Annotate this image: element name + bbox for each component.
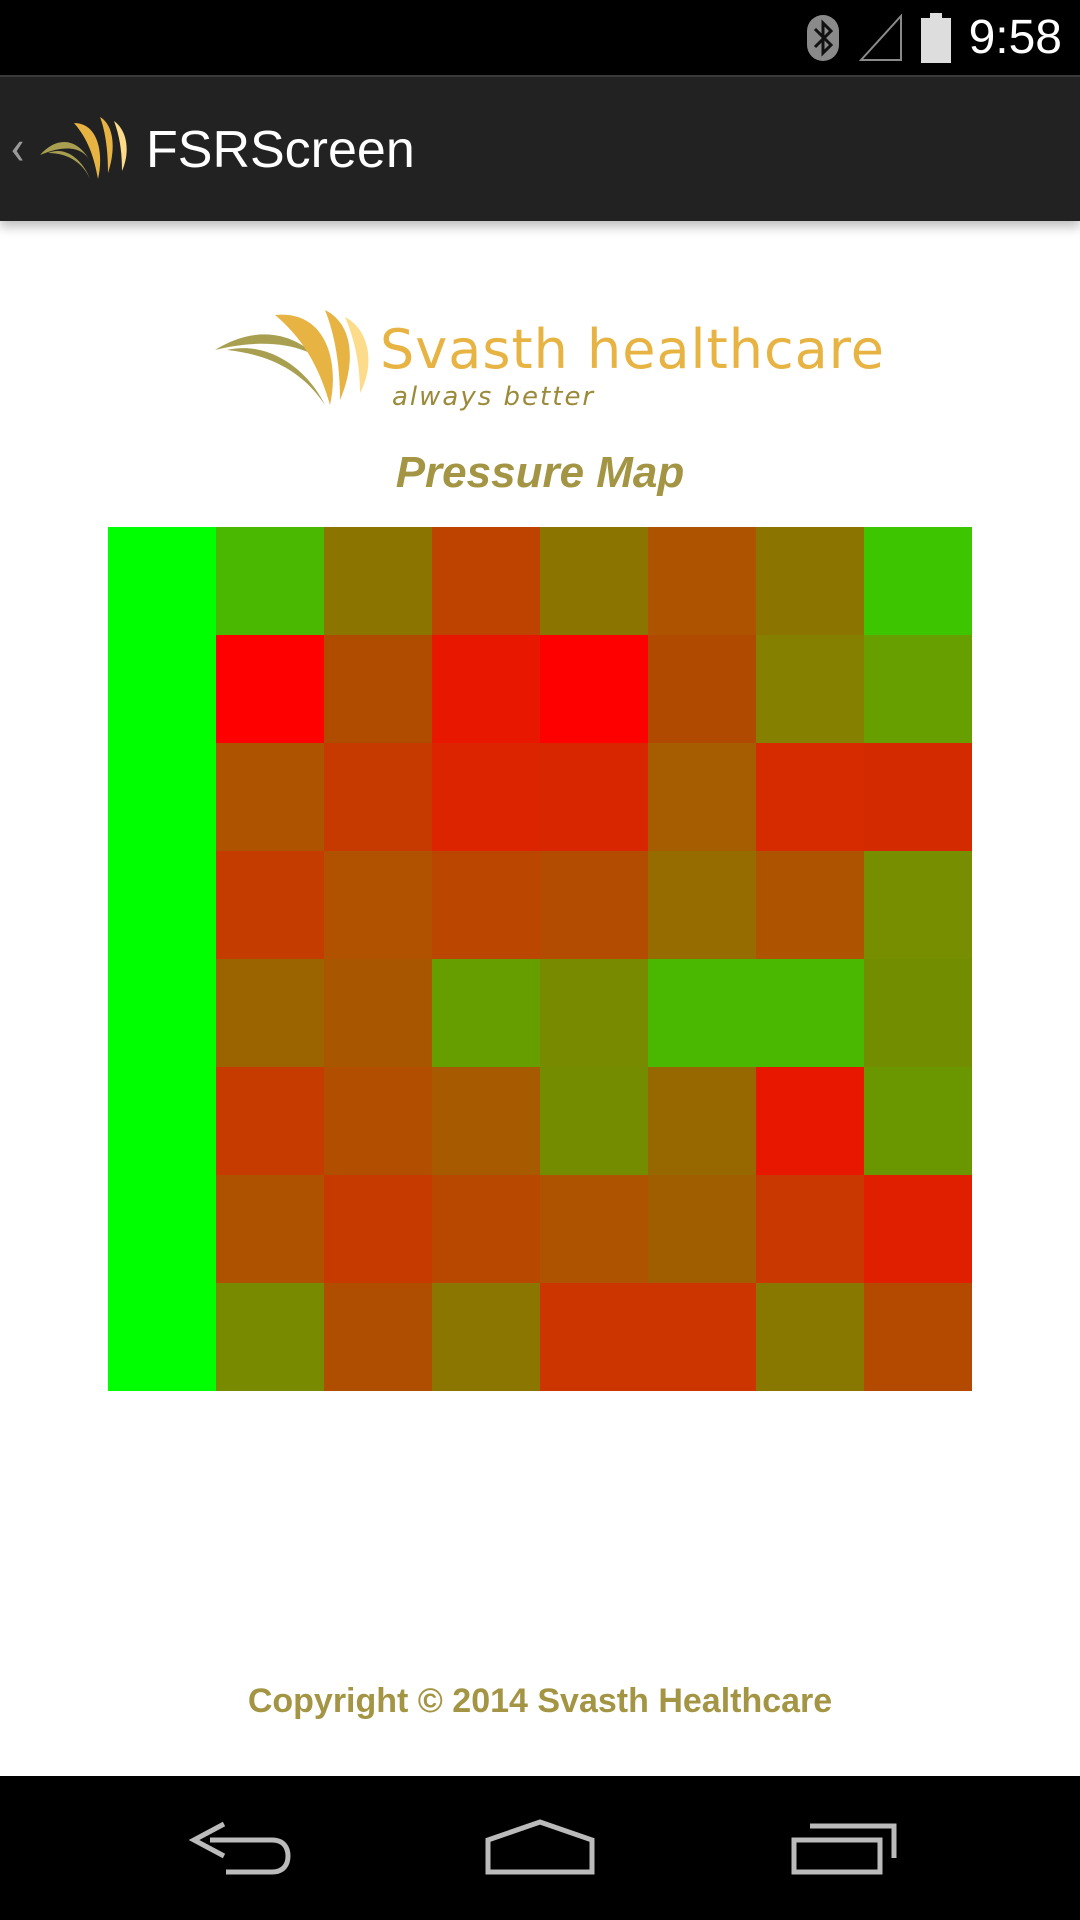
pressure-cell [756, 635, 864, 743]
pressure-cell [108, 851, 216, 959]
pressure-cell [324, 527, 432, 635]
pressure-cell [216, 851, 324, 959]
recent-apps-icon[interactable] [786, 1812, 906, 1884]
pressure-cell [324, 1175, 432, 1283]
pressure-cell [540, 1175, 648, 1283]
pressure-cell [324, 743, 432, 851]
brand-tagline: always better [392, 382, 596, 412]
pressure-cell [756, 1283, 864, 1391]
pressure-cell [756, 851, 864, 959]
pressure-cell [540, 743, 648, 851]
pressure-cell [756, 1175, 864, 1283]
status-bar: 9:58 [0, 0, 1080, 75]
copyright-text: Copyright © 2014 Svasth Healthcare [247, 1682, 833, 1720]
pressure-cell [864, 1175, 972, 1283]
pressure-cell [864, 1067, 972, 1175]
pressure-cell [432, 1067, 540, 1175]
pressure-cell [540, 959, 648, 1067]
pressure-cell [540, 527, 648, 635]
brand-name: Svasth healthcare [380, 318, 885, 381]
pressure-cell [216, 1175, 324, 1283]
bluetooth-icon [806, 14, 839, 61]
pressure-cell [648, 743, 756, 851]
pressure-cell [648, 1175, 756, 1283]
pressure-cell [108, 527, 216, 635]
pressure-cell [432, 959, 540, 1067]
action-bar: ‹ FSRScreen [0, 75, 1080, 221]
pressure-cell [108, 959, 216, 1067]
pressure-cell [432, 1175, 540, 1283]
pressure-cell [216, 635, 324, 743]
pressure-map-grid [108, 527, 972, 1391]
clock: 9:58 [968, 11, 1062, 64]
pressure-cell [216, 527, 324, 635]
pressure-cell [216, 743, 324, 851]
pressure-cell [864, 959, 972, 1067]
pressure-cell [648, 1067, 756, 1175]
app-logo-icon[interactable] [38, 113, 132, 185]
pressure-cell [432, 527, 540, 635]
pressure-cell [324, 635, 432, 743]
pressure-cell [432, 851, 540, 959]
pressure-cell [324, 1067, 432, 1175]
pressure-cell [540, 1283, 648, 1391]
pressure-cell [864, 743, 972, 851]
pressure-cell [648, 959, 756, 1067]
pressure-cell [540, 635, 648, 743]
home-icon[interactable] [480, 1812, 600, 1884]
pressure-cell [756, 959, 864, 1067]
pressure-cell [216, 1283, 324, 1391]
navigation-bar [0, 1776, 1080, 1920]
pressure-cell [648, 1283, 756, 1391]
pressure-cell [756, 743, 864, 851]
svasth-logo [215, 310, 369, 405]
pressure-cell [216, 1067, 324, 1175]
pressure-cell [648, 527, 756, 635]
pressure-cell [324, 1283, 432, 1391]
pressure-cell [108, 1283, 216, 1391]
pressure-cell [864, 527, 972, 635]
pressure-cell [864, 1283, 972, 1391]
back-icon[interactable] [180, 1812, 300, 1884]
pressure-cell [108, 1175, 216, 1283]
back-chevron-icon[interactable]: ‹ [10, 119, 25, 176]
pressure-cell [108, 743, 216, 851]
pressure-cell [540, 851, 648, 959]
signal-icon [858, 13, 902, 61]
pressure-cell [432, 743, 540, 851]
pressure-cell [756, 1067, 864, 1175]
pressure-cell [648, 851, 756, 959]
pressure-cell [108, 635, 216, 743]
pressure-cell [432, 635, 540, 743]
pressure-cell [324, 851, 432, 959]
status-icons: 9:58 [805, 0, 1062, 75]
pressure-cell [864, 635, 972, 743]
pressure-cell [432, 1283, 540, 1391]
pressure-cell [864, 851, 972, 959]
pressure-map-title: Pressure Map [395, 448, 685, 497]
pressure-cell [324, 959, 432, 1067]
pressure-cell [216, 959, 324, 1067]
pressure-cell [108, 1067, 216, 1175]
battery-icon [920, 12, 951, 63]
pressure-cell [756, 527, 864, 635]
pressure-cell [648, 635, 756, 743]
pressure-cell [540, 1067, 648, 1175]
screen-title: FSRScreen [146, 121, 415, 179]
